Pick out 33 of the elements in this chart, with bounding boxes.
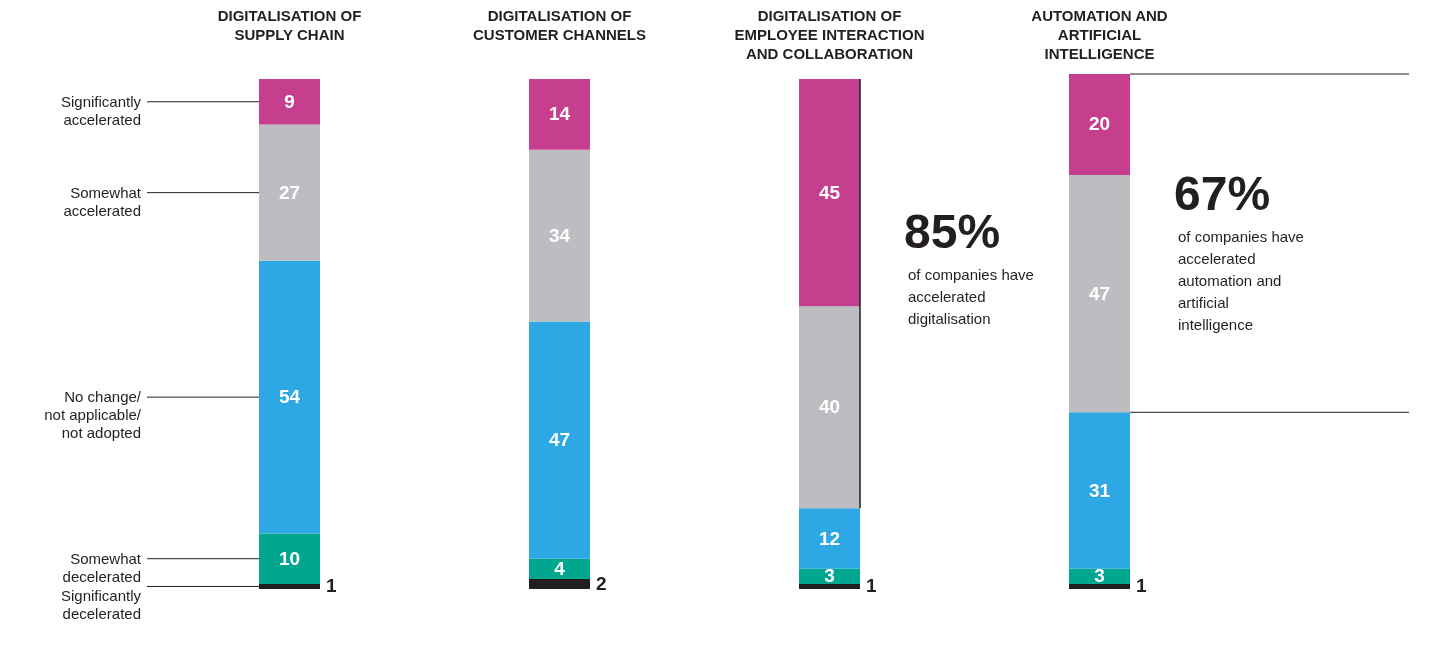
annotation: of companies have accelerated automation and artificial intelligence xyxy=(1178,227,1304,333)
data-label: 1 xyxy=(866,575,877,597)
annotation: of companies have accelerated digitalisation xyxy=(908,265,1034,327)
data-label: 40 xyxy=(818,396,841,418)
data-label: 54 xyxy=(278,386,301,408)
data-label: 1 xyxy=(1136,575,1147,597)
data-label: 1 xyxy=(326,575,337,597)
text: No change/ not applicable/ not adopted xyxy=(44,388,142,442)
data-label: 3 xyxy=(824,565,835,587)
data-label: 34 xyxy=(548,224,571,246)
text: Significantly decelerated xyxy=(60,587,142,623)
x-tick-label: DIGITALISATION OF SUPPLY CHAIN xyxy=(217,6,362,43)
data-label: 3 xyxy=(1094,565,1105,587)
annotation: 67% xyxy=(1174,166,1271,220)
x-tick-label: DIGITALISATION OF CUSTOMER CHANNELS xyxy=(472,6,647,43)
data-label: 10 xyxy=(278,547,301,569)
x-tick-label: AUTOMATION AND ARTIFICIAL INTELLIGENCE xyxy=(1031,6,1168,62)
x-tick-label: DIGITALISATION OF EMPLOYEE INTERACTION AND COLLABORATION xyxy=(734,6,925,62)
text: Somewhat decelerated xyxy=(62,549,142,585)
data-label: 12 xyxy=(818,527,841,549)
annotation: 85% xyxy=(904,204,1001,258)
data-label: 27 xyxy=(278,181,301,203)
data-label: 45 xyxy=(818,181,841,203)
data-label: 47 xyxy=(548,429,571,451)
data-label: 14 xyxy=(548,103,571,125)
text: Significantly accelerated xyxy=(60,92,142,128)
data-label: 4 xyxy=(554,557,566,579)
text: Somewhat accelerated xyxy=(63,183,142,219)
data-label: 20 xyxy=(1088,113,1111,135)
data-label: 31 xyxy=(1088,479,1111,501)
data-label: 47 xyxy=(1088,282,1111,304)
data-label: 9 xyxy=(284,90,295,112)
data-label: 2 xyxy=(596,572,607,594)
